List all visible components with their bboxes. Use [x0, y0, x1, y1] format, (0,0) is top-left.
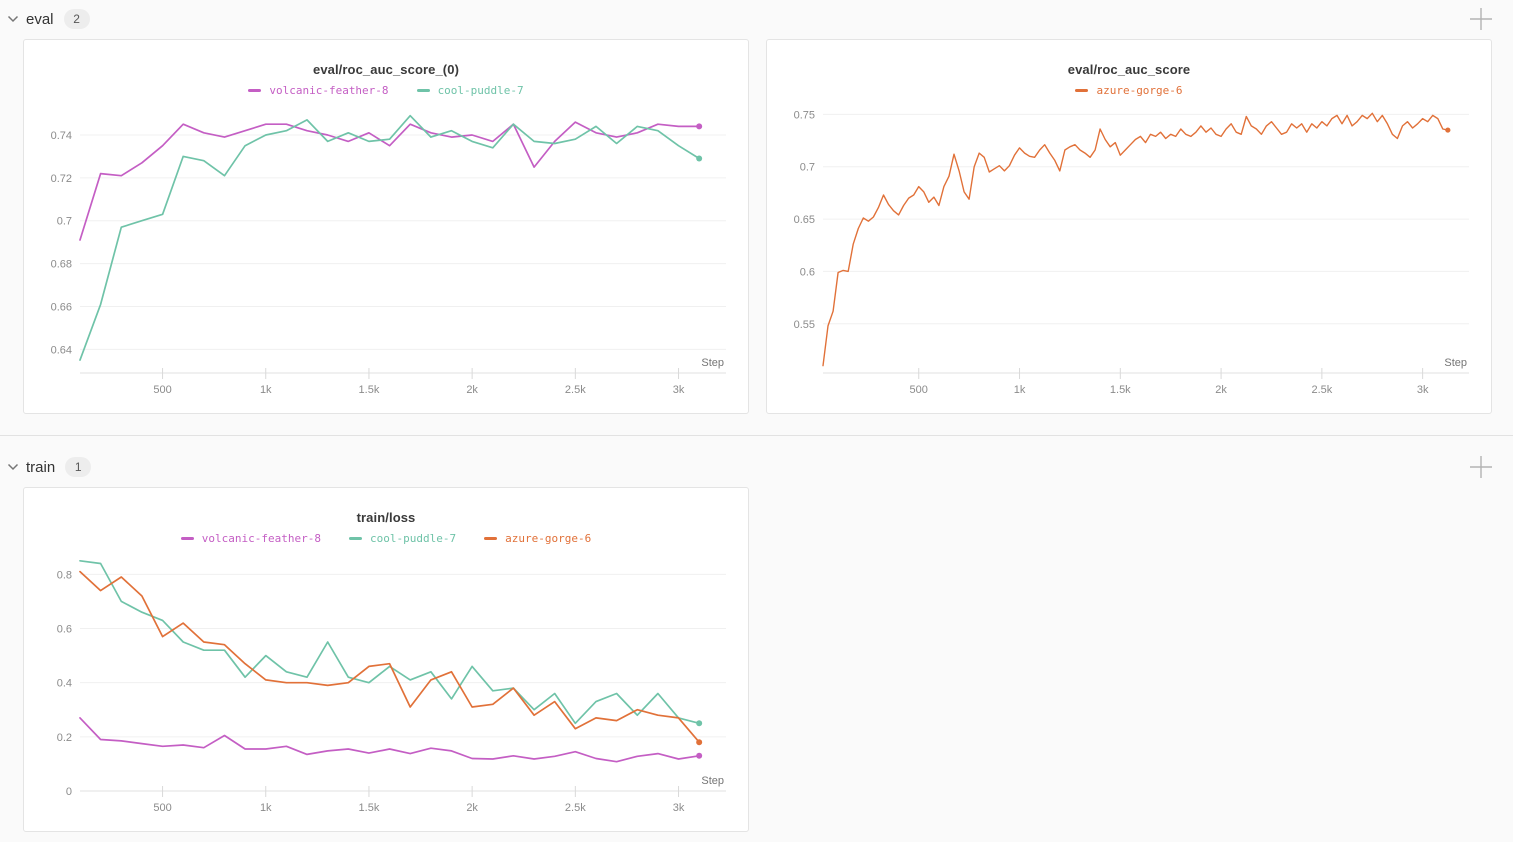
legend-run-name: cool-puddle-7: [437, 83, 524, 97]
x-tick-label: 2.5k: [565, 802, 586, 814]
legend-run-name: azure-gorge-6: [1096, 83, 1183, 97]
panel-count-badge: 2: [63, 9, 90, 29]
legend-swatch: [349, 536, 363, 540]
chart-legend: volcanic-feather-8 cool-puddle-7 azure-gor…: [34, 530, 738, 546]
y-tick-label: 0.66: [51, 302, 72, 314]
y-tick-label: 0.65: [794, 214, 815, 226]
x-tick-label: 2k: [466, 384, 478, 396]
x-tick-label: 1.5k: [359, 384, 380, 396]
series-line: [79, 121, 701, 241]
series-endpoint-dot: [696, 123, 703, 130]
x-tick-label: 1.5k: [1110, 384, 1131, 396]
legend-item[interactable]: volcanic-feather-8: [248, 83, 389, 97]
x-tick-label: 3k: [673, 802, 685, 814]
y-tick-label: 0: [66, 786, 72, 798]
series-line: [79, 570, 701, 744]
legend-item[interactable]: volcanic-feather-8: [180, 531, 322, 545]
y-tick-label: 0.4: [57, 678, 72, 690]
section-divider: [0, 435, 1513, 436]
section-eval: eval 2 eval/roc_auc_score_(0) volcanic-f…: [0, 4, 1513, 436]
chart-plot-area[interactable]: 0 0.2 0.4 0.6 0.8 500 1k 1.5k 2k 2.5k 3k Step: [34, 546, 738, 825]
y-tick-label: 0.72: [51, 173, 72, 185]
series-endpoint-dot: [696, 155, 703, 162]
section-train: train 1 train/loss volcanic-feather-8 coo…: [0, 448, 1513, 832]
section-title[interactable]: train: [26, 458, 56, 476]
panel-count-badge: 1: [65, 457, 92, 477]
series-line: [79, 717, 701, 763]
series-endpoint-dot: [696, 752, 703, 759]
legend-swatch: [248, 88, 262, 92]
train-panels-row: train/loss volcanic-feather-8 cool-puddle…: [0, 482, 1513, 832]
legend-run-name: cool-puddle-7: [370, 531, 457, 545]
x-tick-label: 2k: [1215, 384, 1227, 396]
chart-plot-area[interactable]: 0.64 0.66 0.68 0.7 0.72 0.74 500 1k 1.5k 2k 2.5k 3k…: [34, 98, 738, 407]
legend-swatch: [484, 536, 498, 540]
add-panel-icon[interactable]: [1465, 451, 1497, 483]
legend-item[interactable]: cool-puddle-7: [349, 532, 456, 545]
legend-swatch: [1075, 88, 1089, 92]
series-endpoint-dot: [696, 720, 703, 727]
y-tick-label: 0.8: [57, 569, 72, 581]
chart-panel-roc-auc-score: eval/roc_auc_score azure-gorge-6 0.55 0.6…: [766, 39, 1492, 414]
series-line: [822, 112, 1449, 367]
x-tick-label: 3k: [1417, 384, 1429, 396]
chart-title: train/loss: [356, 510, 416, 525]
series-line: [79, 114, 701, 361]
legend-swatch: [416, 88, 430, 92]
series-endpoint-dot: [1445, 127, 1451, 133]
legend-run-name: volcanic-feather-8: [269, 83, 389, 97]
x-tick-label: 2.5k: [1311, 384, 1332, 396]
x-tick-label: 1k: [260, 802, 272, 814]
series-endpoint-dot: [696, 739, 703, 746]
x-axis-title: Step: [701, 775, 724, 787]
chart-legend: azure-gorge-6: [777, 82, 1481, 98]
section-header-eval: eval 2: [0, 4, 1513, 34]
legend-run-name: azure-gorge-6: [505, 531, 592, 545]
chart-title: eval/roc_auc_score: [1067, 62, 1191, 77]
x-tick-label: 500: [153, 384, 171, 396]
legend-item[interactable]: azure-gorge-6: [1075, 83, 1183, 97]
x-tick-label: 1k: [260, 384, 272, 396]
y-tick-label: 0.68: [51, 259, 72, 271]
x-axis-title: Step: [1444, 357, 1467, 369]
y-tick-label: 0.7: [57, 216, 72, 228]
section-header-train: train 1: [0, 452, 1513, 482]
y-tick-label: 0.55: [794, 319, 815, 331]
legend-run-name: volcanic-feather-8: [201, 531, 322, 545]
add-panel-icon[interactable]: [1465, 3, 1497, 35]
chart-panel-roc-auc-score-0: eval/roc_auc_score_(0) volcanic-feather-…: [23, 39, 749, 414]
chevron-down-icon[interactable]: [6, 15, 20, 23]
y-tick-label: 0.2: [57, 732, 72, 744]
chevron-down-icon[interactable]: [6, 463, 20, 471]
chart-panel-train-loss: train/loss volcanic-feather-8 cool-puddle…: [23, 487, 749, 832]
x-tick-label: 2k: [466, 802, 478, 814]
chart-title: eval/roc_auc_score_(0): [312, 62, 459, 77]
legend-item[interactable]: azure-gorge-6: [484, 532, 591, 545]
y-tick-label: 0.74: [51, 130, 72, 142]
x-tick-label: 1.5k: [359, 802, 380, 814]
x-axis-title: Step: [701, 357, 724, 369]
section-title[interactable]: eval: [26, 10, 54, 28]
x-tick-label: 500: [153, 802, 171, 814]
x-tick-label: 1k: [1014, 384, 1026, 396]
chart-legend: volcanic-feather-8 cool-puddle-7: [34, 82, 738, 98]
y-tick-label: 0.7: [800, 162, 815, 174]
legend-swatch: [180, 536, 194, 540]
x-tick-label: 2.5k: [565, 384, 586, 396]
y-tick-label: 0.75: [794, 109, 815, 121]
y-tick-label: 0.6: [800, 266, 815, 278]
chart-plot-area[interactable]: 0.55 0.6 0.65 0.7 0.75 500 1k 1.5k 2k 2.5k 3k Step: [777, 98, 1481, 407]
x-tick-label: 3k: [673, 384, 685, 396]
y-tick-label: 0.6: [57, 623, 72, 635]
x-tick-label: 500: [910, 384, 928, 396]
legend-item[interactable]: cool-puddle-7: [416, 83, 524, 97]
eval-panels-row: eval/roc_auc_score_(0) volcanic-feather-…: [0, 34, 1513, 414]
series-line: [79, 559, 701, 725]
y-tick-label: 0.64: [51, 344, 72, 356]
